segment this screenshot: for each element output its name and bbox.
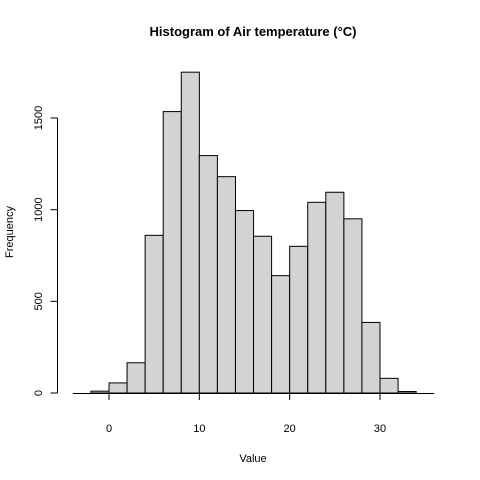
y-axis: 0 500 1000 1500 [33,106,58,396]
histogram-bar [216,176,236,394]
histogram-bar [325,191,345,394]
histogram-bar [144,234,164,394]
histogram-bar [361,321,381,394]
histogram-bar [90,390,110,394]
histogram-bar [379,377,399,394]
histogram-bar [198,155,218,394]
y-tick-label: 1000 [33,197,45,221]
histogram-bar [180,71,200,394]
y-tick-label: 500 [33,292,45,310]
histogram-bar [307,201,327,394]
x-tick-label: 20 [284,423,296,435]
histogram-bar [271,275,291,394]
histogram-bar [126,362,146,394]
bars-group [90,71,417,394]
histogram-bar [162,111,182,394]
histogram-bar [343,218,363,394]
x-tick-label: 0 [106,423,112,435]
x-tick-label: 30 [374,423,386,435]
histogram-bar [234,210,255,394]
x-tick-label: 10 [193,423,205,435]
x-axis-label: Value [239,453,266,465]
y-tick-label: 0 [33,390,45,396]
x-axis: 0 10 20 30 [72,393,435,435]
histogram-bar [108,382,128,394]
y-tick-label: 1500 [33,106,45,130]
histogram-bar [397,391,417,394]
histogram-bar [289,245,309,394]
y-axis-label: Frequency [4,206,16,258]
histogram-bar [253,235,273,394]
chart-title: Histogram of Air temperature (°C) [150,24,357,39]
